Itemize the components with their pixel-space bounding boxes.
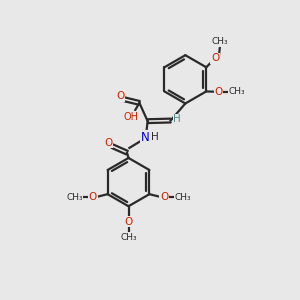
Text: O: O bbox=[160, 192, 168, 202]
Text: O: O bbox=[89, 192, 97, 202]
Text: H: H bbox=[151, 132, 158, 142]
Text: CH₃: CH₃ bbox=[212, 38, 228, 46]
Text: OH: OH bbox=[124, 112, 139, 122]
Text: CH₃: CH₃ bbox=[229, 87, 245, 96]
Text: H: H bbox=[173, 114, 181, 124]
Text: CH₃: CH₃ bbox=[174, 193, 191, 202]
Text: O: O bbox=[214, 87, 223, 97]
Text: O: O bbox=[116, 92, 124, 101]
Text: O: O bbox=[104, 138, 112, 148]
Text: O: O bbox=[211, 53, 219, 63]
Text: O: O bbox=[124, 217, 133, 227]
Text: CH₃: CH₃ bbox=[66, 193, 83, 202]
Text: N: N bbox=[141, 131, 149, 144]
Text: CH₃: CH₃ bbox=[120, 233, 137, 242]
